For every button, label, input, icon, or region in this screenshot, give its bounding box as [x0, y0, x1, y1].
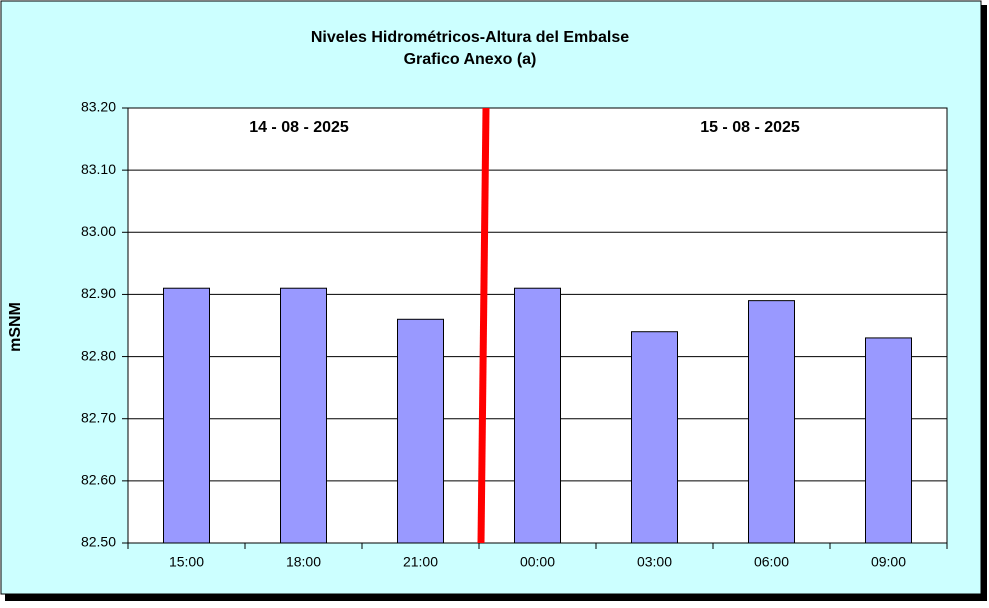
bar [397, 318, 444, 544]
chart-title: Niveles Hidrométricos-Altura del Embalse [311, 29, 629, 46]
grid: 82.50 82.60 82.70 82.80 82.90 83.00 83.10 83.20… [81, 99, 948, 570]
bar [865, 337, 912, 544]
bar [748, 300, 795, 544]
y-tick-label: 82.90 [81, 285, 116, 301]
x-tick-label: 09:00 [871, 554, 906, 570]
x-tick-label: 21:00 [403, 554, 438, 570]
x-tick-label: 00:00 [520, 554, 555, 570]
y-tick-label: 82.70 [81, 409, 116, 425]
marks [163, 287, 912, 544]
date-annotation: 15 - 08 - 2025 [700, 119, 800, 136]
x-tick-label: 18:00 [286, 554, 321, 570]
date-divider [477, 107, 490, 544]
y-axis-label: mSNM [7, 302, 24, 352]
bar [514, 287, 561, 544]
y-tick-label: 83.10 [81, 161, 116, 177]
chart-subtitle: Grafico Anexo (a) [404, 51, 537, 68]
y-tick-label: 82.50 [81, 534, 116, 550]
bar [631, 331, 678, 544]
x-tick-label: 15:00 [169, 554, 204, 570]
y-tick-label: 83.00 [81, 223, 116, 239]
x-tick-label: 03:00 [637, 554, 672, 570]
bar [280, 287, 327, 544]
bar [163, 287, 210, 544]
date-annotation: 14 - 08 - 2025 [249, 119, 349, 136]
x-tick-label: 06:00 [754, 554, 789, 570]
y-tick-label: 82.60 [81, 472, 116, 488]
y-tick-label: 82.80 [81, 347, 116, 363]
y-tick-label: 83.20 [81, 99, 116, 115]
